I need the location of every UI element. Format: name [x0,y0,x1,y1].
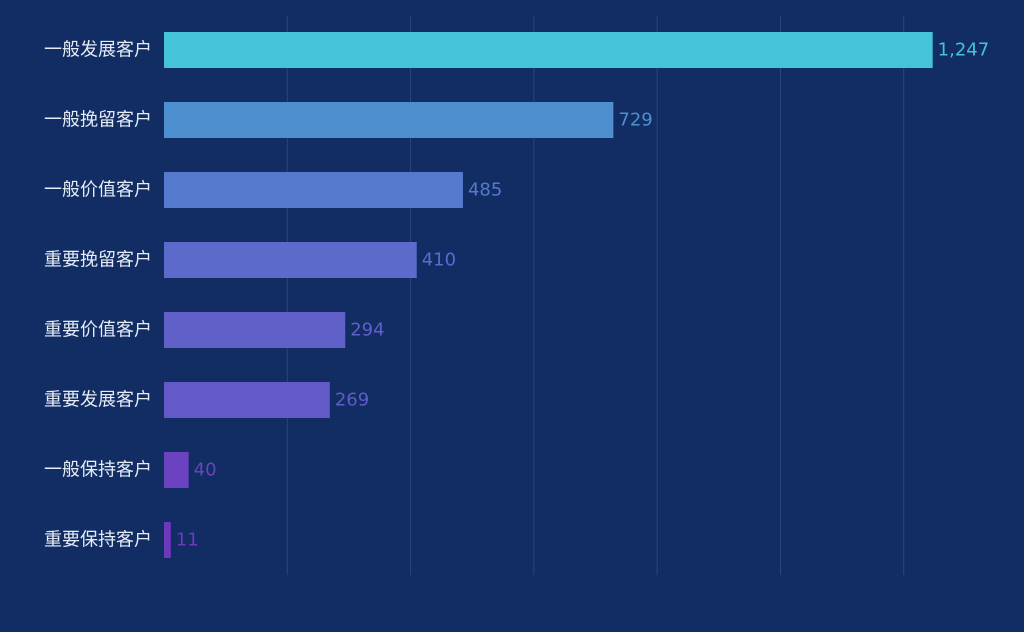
category-label: 一般挽留客户 [44,110,152,131]
bar[interactable] [164,32,933,68]
bar[interactable] [164,522,171,558]
category-label: 一般保持客户 [44,460,152,481]
category-label: 重要保持客户 [44,530,152,551]
bar[interactable] [164,452,189,488]
category-labels: 一般发展客户一般挽留客户一般价值客户重要挽留客户重要价值客户重要发展客户一般保持… [44,40,152,551]
value-labels: 1,247 729 485 410 294 269 40 11 [176,40,989,551]
value-label: 1,247 [938,40,990,61]
bar[interactable] [164,382,330,418]
grid-lines [286,16,905,575]
bar[interactable] [164,312,346,348]
category-label: 重要价值客户 [44,320,152,341]
value-label: 11 [176,530,199,551]
value-label: 410 [422,250,456,271]
value-label: 269 [335,390,369,411]
category-label: 重要发展客户 [44,390,152,411]
value-label: 294 [350,320,384,341]
category-label: 一般发展客户 [44,40,152,61]
bar[interactable] [164,102,614,138]
category-label: 一般价值客户 [44,180,152,201]
value-label: 485 [468,180,502,201]
category-label: 重要挽留客户 [44,250,152,271]
bar[interactable] [164,172,463,208]
value-label: 40 [194,460,217,481]
bars [164,32,933,558]
bar[interactable] [164,242,417,278]
value-label: 729 [618,110,652,131]
